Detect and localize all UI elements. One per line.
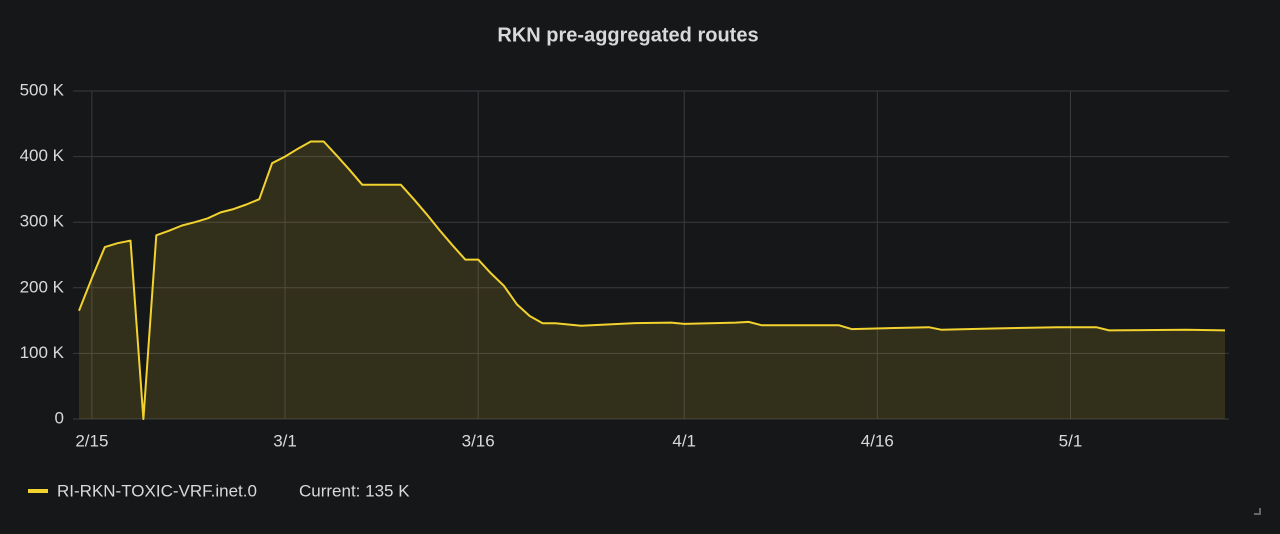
y-tick-label: 500 K — [20, 80, 65, 99]
y-tick-label: 200 K — [20, 277, 65, 296]
area — [79, 141, 1225, 419]
plot-area — [73, 90, 1229, 420]
legend-label[interactable]: RI-RKN-TOXIC-VRF.inet.0 — [57, 481, 257, 500]
y-tick-label: 100 K — [20, 343, 65, 362]
x-tick-label: 4/1 — [672, 431, 696, 450]
y-tick-label: 400 K — [20, 146, 65, 165]
resize-handle[interactable] — [1254, 508, 1261, 515]
y-tick-label: 300 K — [20, 212, 65, 231]
chart-title: RKN pre-aggregated routes — [497, 24, 758, 46]
legend-current: Current: 135 K — [299, 481, 410, 500]
x-tick-label: 5/1 — [1059, 431, 1083, 450]
y-tick-label: 0 — [55, 408, 64, 427]
x-tick-label: 3/16 — [462, 431, 495, 450]
line — [78, 140, 1226, 420]
legend: RI-RKN-TOXIC-VRF.inet.0 Current: 135 K — [28, 481, 410, 500]
x-tick-label: 2/15 — [75, 431, 108, 450]
x-tick-label: 3/1 — [273, 431, 297, 450]
x-tick-label: 4/16 — [861, 431, 894, 450]
